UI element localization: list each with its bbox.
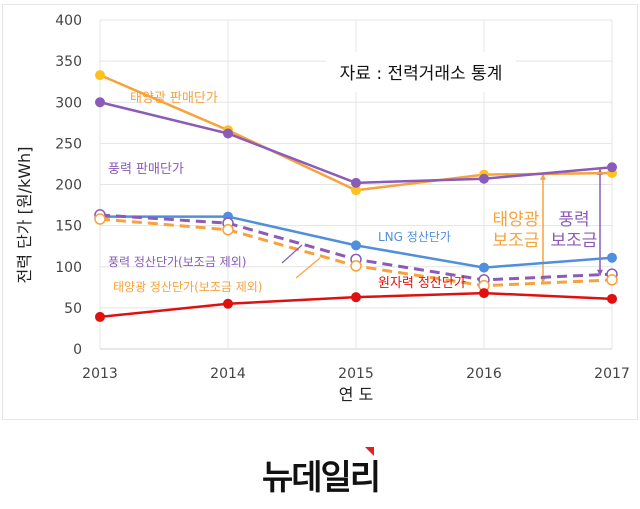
label-lng: LNG 정산단가 [378,230,451,244]
label-solar-sales: 태양광 판매단가 [130,91,218,106]
x-tick-label: 2016 [466,366,502,382]
data-point [222,223,234,236]
y-axis-label: 전력 단가 [원/kWh] [15,147,34,284]
y-tick-label: 150 [55,219,82,235]
x-axis-label: 연 도 [339,385,374,404]
data-point [607,293,617,304]
series-group [94,70,618,322]
label-nuclear: 원자력 정산단가 [378,276,466,291]
annotation-solar-subsidy-2: 보조금 [493,231,540,251]
annotation-wind-subsidy-2: 보조금 [551,231,598,251]
y-tick-label: 350 [55,54,82,70]
data-point [95,70,105,81]
label-wind-settle: 풍력 정산단가(보조금 제외) [108,255,246,269]
logo: 뉴데일리 [262,458,381,498]
x-tick-label: 2014 [210,366,246,382]
data-point [223,128,233,139]
data-point [95,97,105,108]
source-note: 자료 : 전력거래소 통계 [340,64,503,84]
y-tick-label: 0 [73,342,82,358]
data-point [606,274,618,286]
y-tick-label: 300 [55,95,82,111]
data-point [479,288,489,299]
x-tick-label: 2015 [338,366,374,382]
data-point [94,213,106,225]
y-tick-label: 100 [55,260,82,276]
data-point [95,311,105,322]
data-point [607,252,617,263]
y-tick-label: 50 [64,301,82,317]
x-tick-label: 2017 [594,366,630,382]
data-point [351,292,361,303]
y-tick-label: 400 [55,13,82,29]
source-note-box [326,52,516,92]
pointer-wind-settle [281,244,303,264]
y-tick-labels: 0 50 100 150 200 250 300 350 400 [55,13,82,358]
data-point [479,262,489,273]
x-tick-labels: 2013 2014 2015 2016 2017 [82,366,630,382]
data-point [351,240,361,251]
annotation-solar-subsidy-1: 태양광 [493,210,540,230]
data-point [607,162,617,173]
x-tick-label: 2013 [82,366,118,382]
y-tick-label: 200 [55,178,82,194]
pointer-solar-settle [295,257,321,279]
data-point [351,185,361,196]
annotation-wind-subsidy-1: 풍력 [558,210,589,230]
data-point [479,173,489,184]
label-wind-sales: 풍력 판매단가 [108,162,184,177]
data-point [350,260,362,272]
y-tick-label: 250 [55,136,82,152]
data-point [351,177,361,188]
label-solar-settle: 태양광 정산단가(보조금 제외) [113,280,262,294]
logo-accent [365,447,374,456]
data-point [223,298,233,309]
